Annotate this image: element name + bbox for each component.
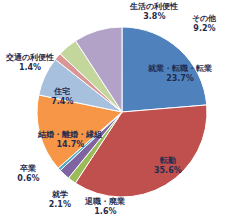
- svg-text:住宅7.4%: 住宅7.4%: [51, 86, 73, 106]
- svg-text:生活の利便性3.8%: 生活の利便性3.8%: [129, 2, 178, 21]
- svg-text:退職・廃業1.6%: 退職・廃業1.6%: [84, 196, 125, 215]
- svg-text:就学2.1%: 就学2.1%: [49, 190, 71, 209]
- svg-text:就業・転職・転業23.7%: 就業・転職・転業23.7%: [147, 64, 212, 83]
- svg-text:卒業0.6%: 卒業0.6%: [17, 163, 39, 183]
- svg-text:交通の利便性1.4%: 交通の利便性1.4%: [8, 52, 54, 72]
- svg-text:その他9.2%: その他9.2%: [192, 14, 217, 33]
- svg-text:転勤35.6%: 転勤35.6%: [154, 156, 182, 175]
- svg-text:結婚・離婚・縁組14.7%: 結婚・離婚・縁組14.7%: [37, 130, 102, 149]
